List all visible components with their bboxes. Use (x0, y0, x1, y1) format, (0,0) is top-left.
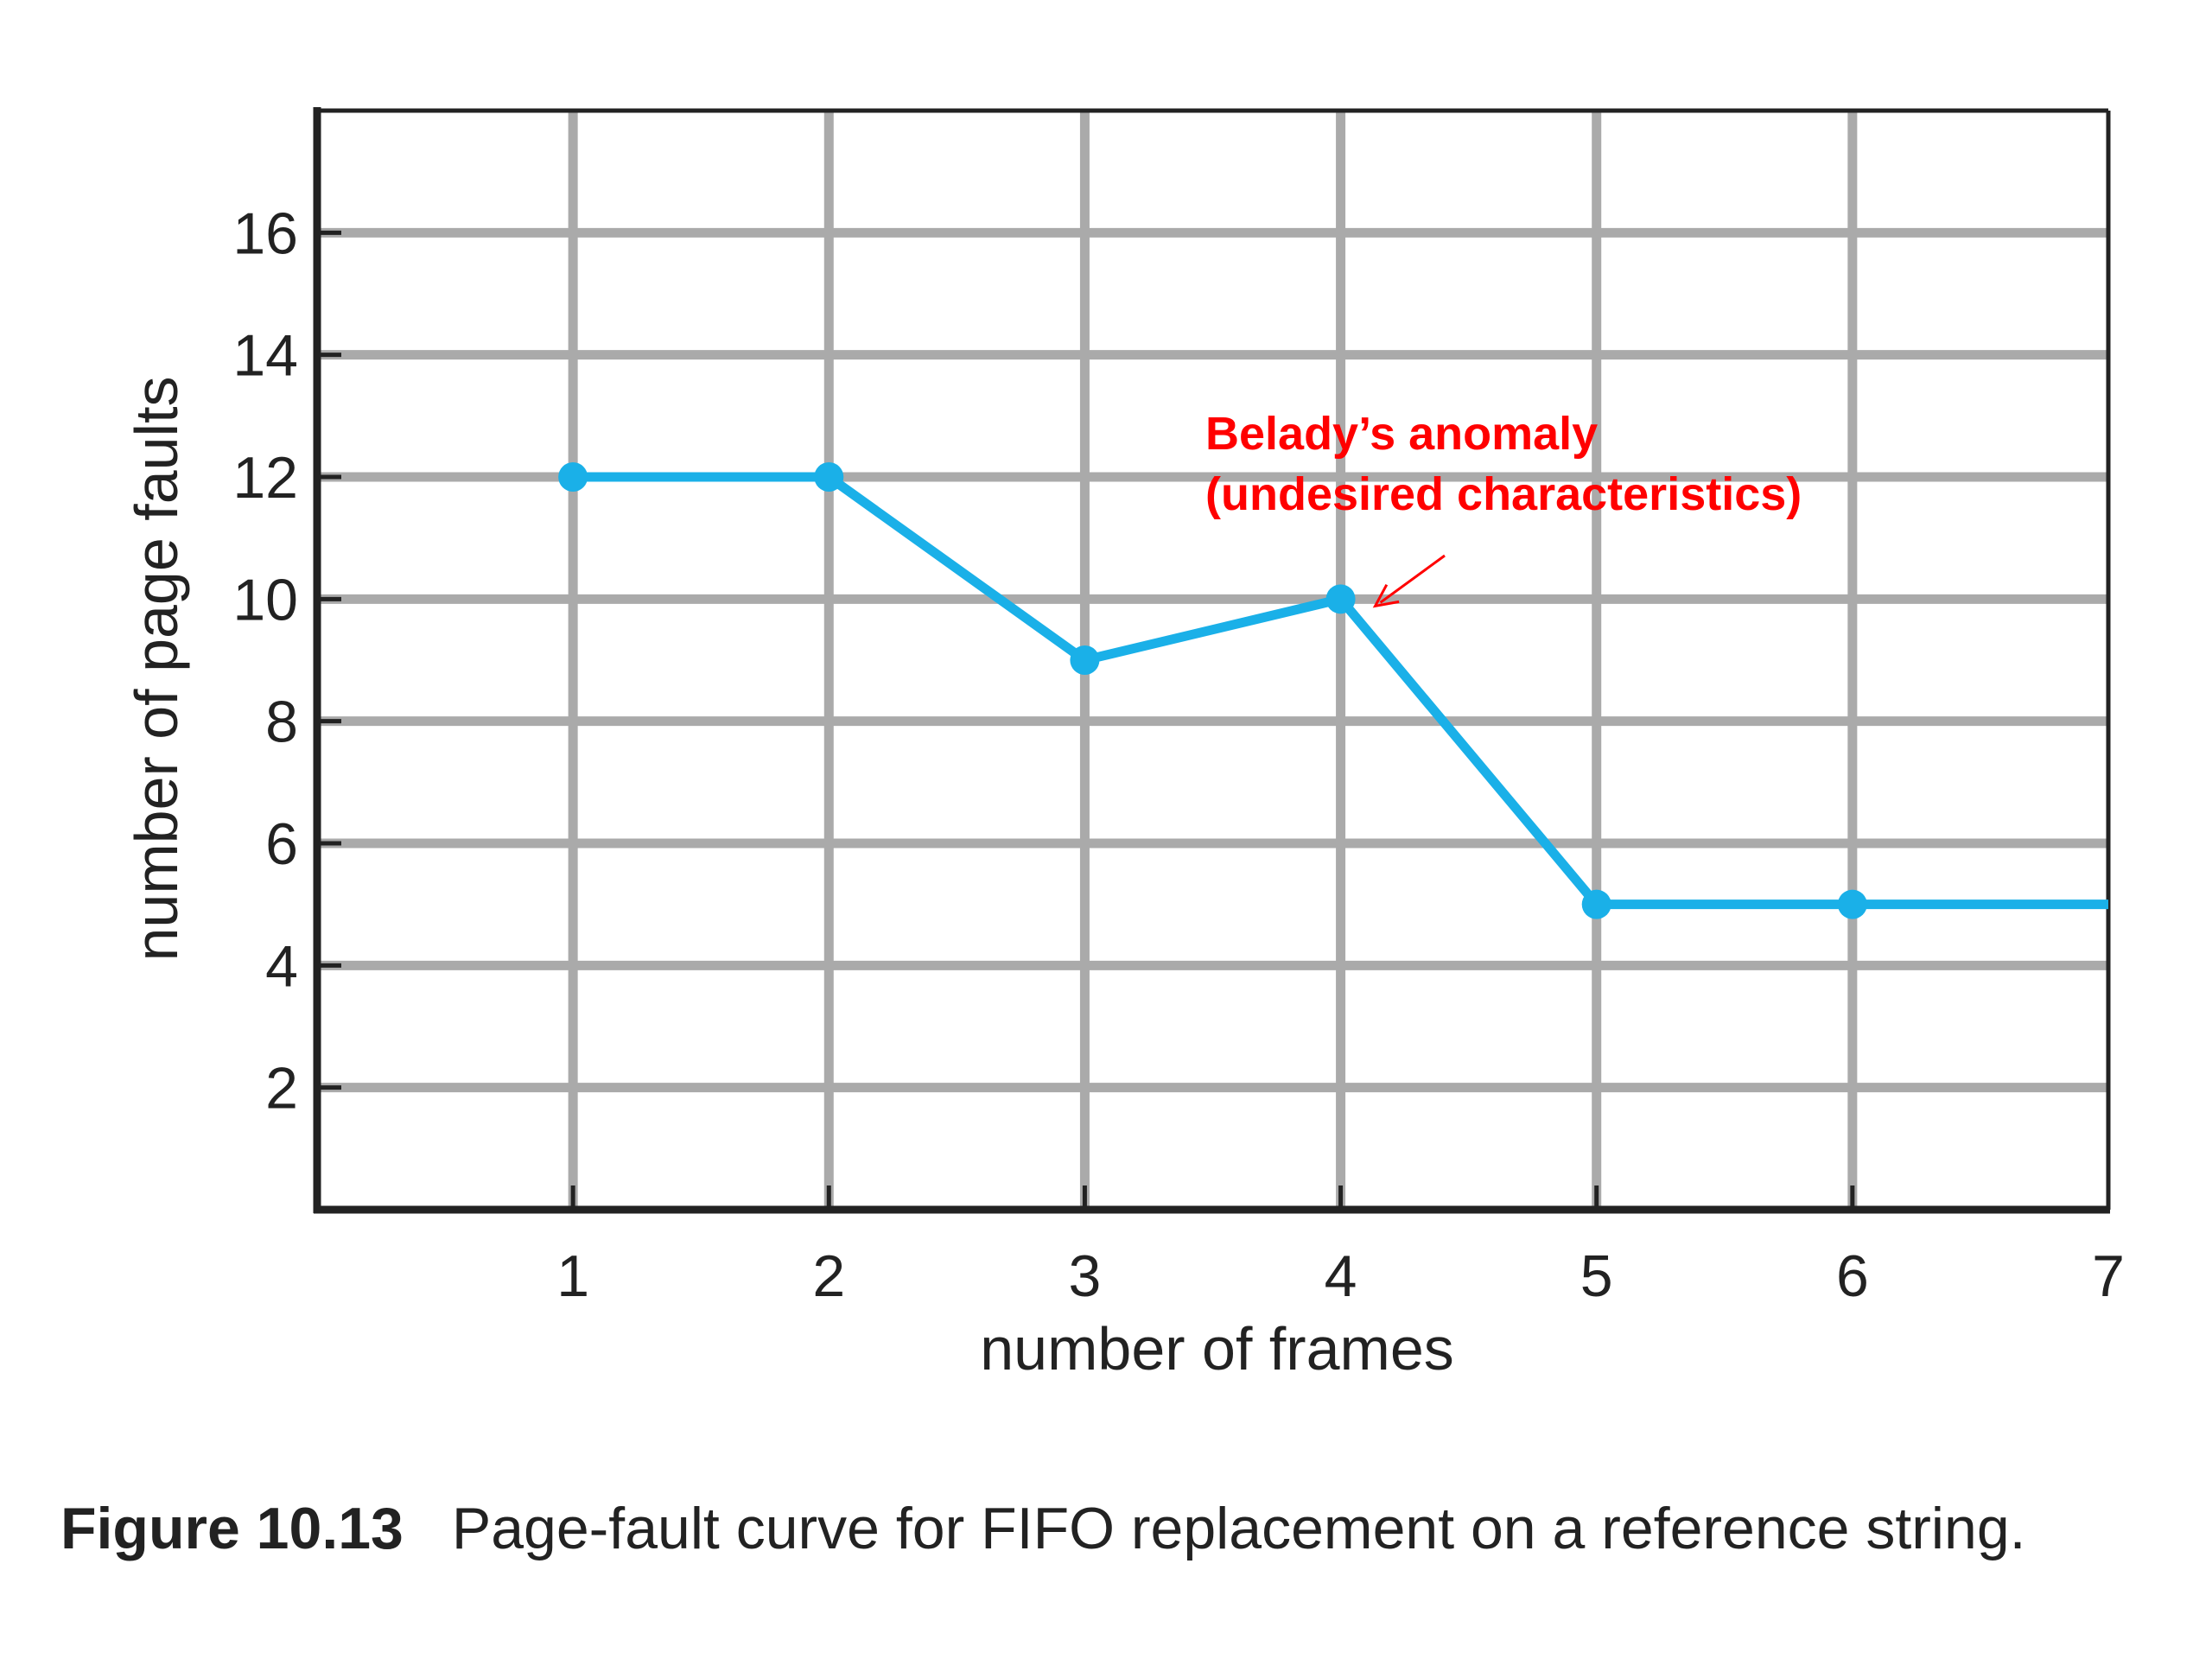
y-tick-labels: 2 4 6 8 10 12 14 16 (232, 200, 298, 1121)
y-tick-label-8: 8 (265, 690, 298, 755)
data-point-6 (1837, 889, 1867, 919)
y-tick-label-6: 6 (265, 811, 298, 877)
data-point-3 (1070, 645, 1100, 675)
y-tick-label-2: 2 (265, 1056, 298, 1122)
x-tick-label-5: 5 (1580, 1243, 1613, 1309)
y-tick-label-14: 14 (232, 323, 298, 389)
x-tick-label-6: 6 (1836, 1243, 1869, 1309)
y-tick-label-16: 16 (232, 200, 298, 266)
data-point-5 (1581, 889, 1611, 919)
caption-text: Page-fault curve for FIFO replacement on… (451, 1496, 2026, 1561)
caption-label: Figure 10.13 (60, 1496, 404, 1561)
annotation-line-2: (undesired characteristics) (1205, 468, 1802, 520)
x-tick-label-7: 7 (2092, 1243, 2125, 1309)
x-tick-label-2: 2 (812, 1243, 845, 1309)
series-fifo (558, 462, 2108, 919)
annotation-line-1: Belady’s anomaly (1205, 408, 1598, 460)
annotation-arrow-head (1372, 583, 1400, 608)
y-tick-label-4: 4 (265, 933, 298, 999)
x-tick-label-1: 1 (556, 1243, 589, 1309)
data-point-4 (1325, 584, 1356, 614)
y-tick-label-10: 10 (232, 567, 298, 632)
x-tick-labels: 1 2 3 4 5 6 7 (556, 1243, 2125, 1309)
data-point-1 (558, 462, 588, 492)
y-axis-label: number of page faults (123, 376, 190, 961)
y-tick-label-12: 12 (232, 445, 298, 511)
figure-caption: Figure 10.13 Page-fault curve for FIFO re… (60, 1495, 2026, 1562)
grid-lines (317, 111, 2108, 1210)
annotation-arrow (1379, 554, 1446, 604)
x-tick-label-3: 3 (1069, 1243, 1102, 1309)
x-axis-label: number of frames (980, 1315, 1454, 1382)
x-tick-label-4: 4 (1325, 1243, 1357, 1309)
belady-annotation: Belady’s anomaly (undesired characterist… (1205, 408, 1802, 608)
plot-axes (313, 107, 2111, 1214)
data-point-2 (814, 462, 844, 492)
